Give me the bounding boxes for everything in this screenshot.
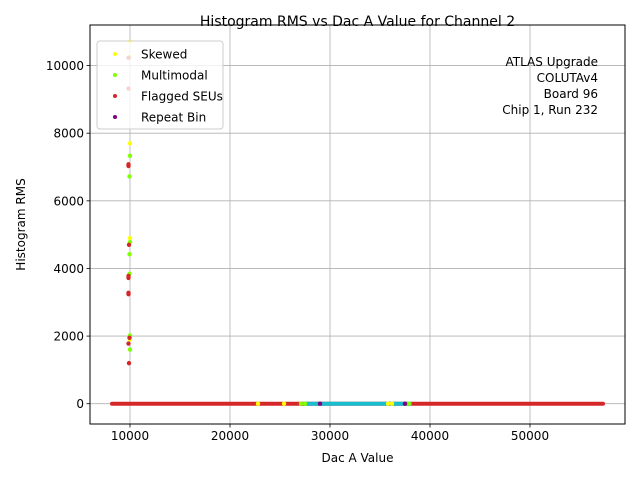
x-tick-label-4: 50000 — [511, 429, 549, 443]
plot-frame — [89, 24, 626, 425]
x-tick-label-1: 20000 — [211, 429, 249, 443]
legend-marker-skewed — [113, 52, 117, 56]
legend: Skewed Multimodal Flagged SEUs Repeat Bi… — [96, 40, 224, 130]
point-flagged-seus-11 — [126, 360, 132, 366]
point-multimodal-10 — [406, 401, 412, 406]
point-flagged-seus-8 — [126, 291, 131, 297]
point-multimodal-9 — [302, 401, 308, 406]
y-tick-label-4: 8000 — [53, 127, 84, 141]
point-skewed-2 — [127, 235, 133, 241]
point-multimodal-8 — [298, 401, 304, 406]
point-multimodal-1 — [127, 153, 133, 159]
chart-title: Histogram RMS vs Dac A Value for Channel… — [200, 14, 515, 30]
series-repeat-bin — [317, 401, 408, 406]
point-repeat-bin-1 — [402, 401, 408, 406]
annotation-line-3: Board 96 — [544, 87, 598, 101]
y-tick-label-2: 4000 — [53, 262, 84, 276]
x-tick-label-2: 30000 — [311, 429, 349, 443]
legend-label-multimodal: Multimodal — [141, 69, 208, 83]
legend-label-repeat-bin: Repeat Bin — [141, 111, 206, 125]
annotation-line-2: COLUTAv4 — [537, 71, 598, 85]
y-tick-label-0: 0 — [76, 397, 84, 411]
point-repeat-bin-0 — [317, 401, 323, 406]
point-flagged-seus-10 — [126, 341, 131, 346]
legend-box — [96, 40, 224, 130]
legend-marker-flagged-seus — [113, 94, 117, 98]
x-axis-label: Dac A Value — [322, 451, 394, 465]
y-tick-label-1: 2000 — [53, 330, 84, 344]
point-skewed-1 — [127, 141, 133, 146]
point-flagged-seus-3 — [126, 163, 131, 169]
plot-data — [110, 39, 605, 406]
legend-label-flagged-seus: Flagged SEUs — [141, 90, 223, 104]
x-tick-label-3: 40000 — [411, 429, 449, 443]
point-skewed-5 — [281, 401, 287, 406]
point-multimodal-4 — [127, 252, 132, 257]
annotation-line-1: ATLAS Upgrade — [505, 55, 598, 69]
y-axis-label: Histogram RMS — [14, 178, 28, 270]
annotation-line-4: Chip 1, Run 232 — [502, 103, 598, 117]
point-multimodal-7 — [127, 347, 133, 352]
axis-ticks: 10000 20000 30000 40000 50000 0 2000 4000 6000 80… — [46, 59, 549, 443]
point-flagged-seus-4 — [126, 242, 132, 247]
x-tick-label-0: 10000 — [111, 429, 149, 443]
legend-marker-repeat-bin — [113, 115, 117, 119]
grid-lines — [90, 25, 625, 424]
point-skewed-4 — [255, 401, 261, 406]
point-flagged-seus-6 — [126, 275, 131, 281]
point-skewed-7 — [389, 401, 395, 406]
legend-marker-multimodal — [113, 73, 117, 77]
point-flagged-seus-9 — [127, 335, 132, 340]
y-tick-label-3: 6000 — [53, 194, 84, 208]
chart-annotation: ATLAS Upgrade COLUTAv4 Board 96 Chip 1, … — [502, 55, 598, 117]
point-skewed-6 — [385, 401, 391, 406]
point-multimodal-2 — [127, 174, 132, 179]
legend-label-skewed: Skewed — [141, 48, 187, 62]
y-tick-label-5: 10000 — [46, 59, 84, 73]
